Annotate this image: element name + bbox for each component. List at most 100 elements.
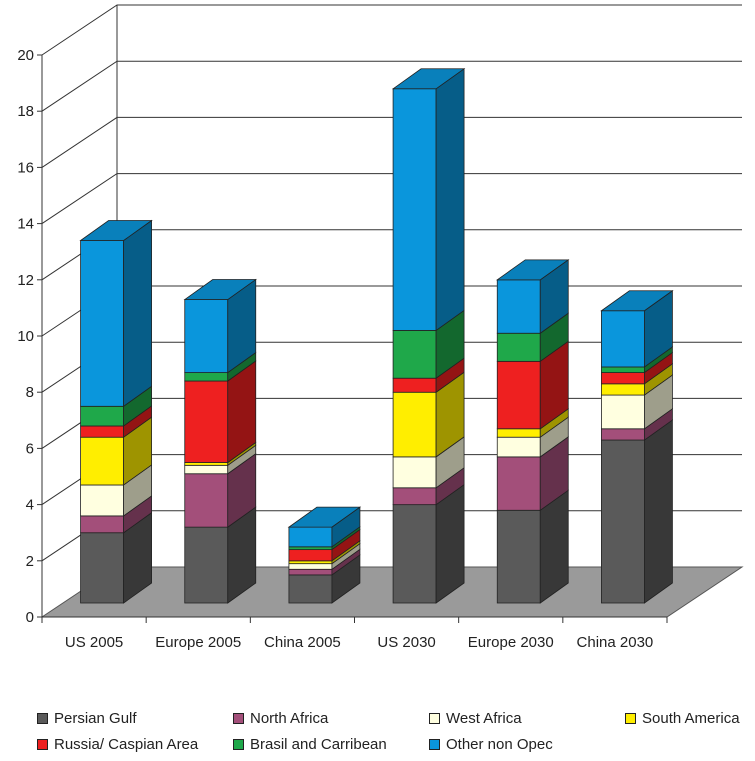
legend-label: Russia/ Caspian Area — [54, 736, 199, 753]
bar-segment — [80, 405, 124, 427]
bar-stack — [183, 278, 257, 604]
bar-segment — [184, 299, 229, 373]
y-tick-label: 8 — [26, 384, 34, 401]
bar-segment — [288, 574, 333, 604]
legend-item: Russia/ Caspian Area — [37, 736, 198, 753]
bar-segment — [601, 366, 645, 373]
bars — [79, 67, 674, 604]
legend-item: North Africa — [233, 710, 328, 727]
bar-segment — [601, 394, 645, 430]
y-tick-label: 4 — [26, 497, 34, 514]
bar-segment — [392, 377, 437, 393]
bar-segment — [184, 462, 229, 466]
bar-segment — [496, 428, 541, 438]
gridline — [41, 60, 742, 112]
x-tick-label: China 2005 — [264, 634, 341, 651]
x-tick-label: US 2030 — [377, 634, 435, 651]
bar-segment — [601, 310, 645, 368]
bar-segment — [288, 563, 333, 570]
y-tick-label: 6 — [26, 440, 34, 457]
gridline — [41, 4, 742, 56]
legend-swatch — [37, 739, 48, 750]
bar-segment — [184, 380, 229, 463]
legend-label: Persian Gulf — [54, 710, 137, 727]
bar-segment — [601, 372, 645, 385]
bar-segment — [184, 526, 229, 604]
x-axis: US 2005 Europe 2005 China 2005 US 2030 Europ… — [41, 616, 668, 651]
bar-stack — [391, 67, 466, 604]
y-tick-label: 14 — [17, 216, 34, 233]
x-tick-label: US 2005 — [65, 634, 123, 651]
x-tick-label: China 2030 — [577, 634, 654, 651]
bar-segment — [392, 487, 437, 506]
bar-segment-side — [435, 483, 465, 604]
bar-segment — [288, 546, 333, 551]
legend-label: North Africa — [250, 710, 329, 727]
bar-segment — [288, 568, 333, 576]
bar-segment — [496, 509, 541, 604]
bar-segment — [392, 88, 437, 331]
bar-segment — [80, 515, 124, 534]
bar-segment — [288, 560, 333, 565]
legend-swatch — [233, 713, 244, 724]
legend-item: Other non Opec — [429, 736, 553, 753]
gridline — [41, 116, 742, 168]
bar-segment — [80, 240, 124, 407]
y-tick-label: 20 — [17, 47, 34, 64]
chart-area: 0 2 4 6 8 10 12 14 16 18 20 US 2005 Europe 2005 Chin… — [17, 4, 744, 651]
y-tick-label: 0 — [26, 609, 34, 626]
legend-label: West Africa — [446, 710, 522, 727]
y-tick-label: 12 — [17, 272, 34, 289]
bar-segment — [184, 372, 229, 382]
legend-item: Brasil and Carribean — [233, 736, 387, 753]
legend-swatch — [429, 713, 440, 724]
legend-label: Brasil and Carribean — [250, 736, 387, 753]
y-tick-label: 2 — [26, 553, 34, 570]
bar-segment — [601, 439, 645, 604]
bar-stack — [600, 289, 674, 604]
bar-segment — [496, 436, 541, 458]
legend-label: South America — [642, 710, 740, 727]
legend-swatch — [233, 739, 244, 750]
bar-top — [287, 506, 362, 528]
legend-swatch — [37, 713, 48, 724]
y-tick-label: 16 — [17, 159, 34, 176]
bar-segment — [184, 473, 229, 528]
bar-top — [496, 259, 570, 281]
x-tick-label: Europe 2005 — [155, 634, 241, 651]
bar-segment-side — [644, 419, 673, 604]
bar-segment-side — [435, 67, 465, 332]
bar-segment — [288, 526, 333, 548]
legend-swatch — [429, 739, 440, 750]
legend-item: South America — [625, 710, 740, 727]
y-tick-label: 10 — [17, 328, 34, 345]
bar-segment — [601, 428, 645, 441]
bar-segment — [496, 279, 541, 334]
bar-stack — [287, 506, 362, 604]
legend-swatch — [625, 713, 636, 724]
x-tick-label: Europe 2030 — [468, 634, 554, 651]
bar-stack — [79, 219, 153, 604]
bar-stack — [496, 259, 570, 604]
bar-segment — [392, 330, 437, 379]
bar-segment — [80, 484, 124, 517]
bar-top — [183, 279, 257, 300]
bar-segment — [80, 425, 124, 438]
bar-segment — [288, 549, 333, 562]
bar-segment — [80, 436, 124, 486]
legend-item: Persian Gulf — [37, 710, 137, 727]
bar-segment — [496, 456, 541, 511]
legend-item: West Africa — [429, 710, 522, 727]
bar-segment — [601, 383, 645, 396]
legend: Persian Gulf North Africa West Africa South… — [0, 700, 755, 761]
bar-segment — [80, 532, 124, 604]
bar-segment — [392, 391, 437, 458]
bar-segment — [496, 360, 541, 430]
legend-label: Other non Opec — [446, 736, 553, 753]
bar-top — [79, 220, 153, 241]
bar-top — [391, 68, 466, 90]
bar-top — [600, 290, 674, 312]
gridline — [41, 173, 742, 225]
bar-segment — [392, 456, 437, 489]
bar-segment-side — [123, 219, 152, 408]
